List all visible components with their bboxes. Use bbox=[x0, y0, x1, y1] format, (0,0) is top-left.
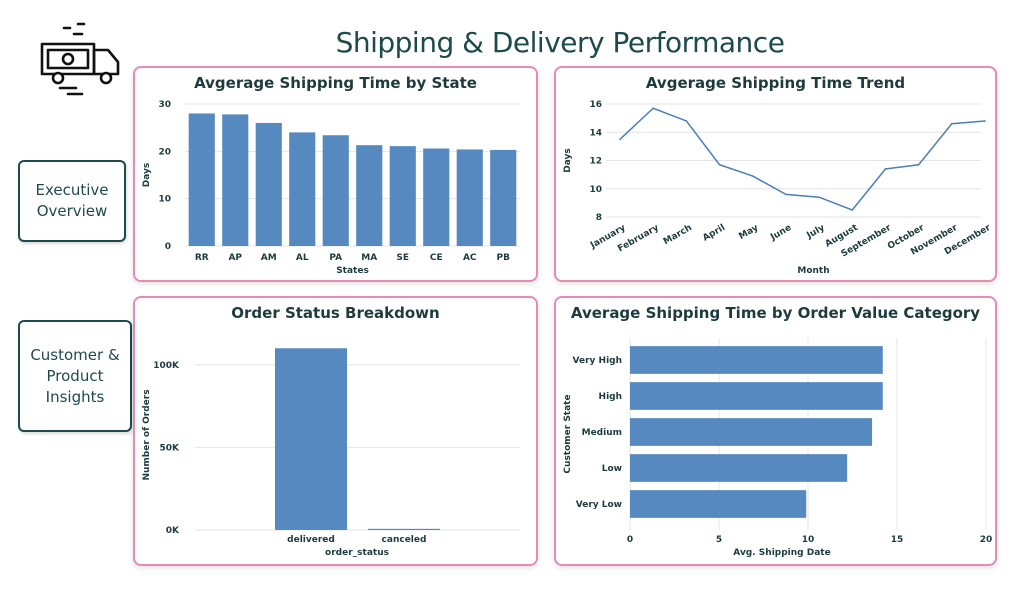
y-tick-label: 0K bbox=[166, 526, 180, 536]
state-chart-title: Avgerage Shipping Time by State bbox=[194, 74, 477, 92]
data-point bbox=[685, 120, 688, 122]
bar bbox=[356, 145, 383, 246]
y-tick-label: Very Low bbox=[576, 500, 622, 510]
status-chart-title: Order Status Breakdown bbox=[231, 304, 440, 322]
data-point bbox=[917, 163, 920, 166]
y-axis-label: Days bbox=[563, 148, 573, 173]
y-tick-label: 10 bbox=[589, 185, 602, 195]
x-tick-label: 10 bbox=[802, 535, 815, 545]
status-bar-chart: 0K 50K 100K delivered canceled order_status Nu… bbox=[142, 348, 520, 558]
x-tick-label: May bbox=[737, 223, 760, 242]
bar bbox=[322, 135, 349, 246]
x-tick-label: canceled bbox=[382, 535, 427, 545]
y-tick-label: High bbox=[599, 392, 622, 402]
bar bbox=[222, 114, 249, 246]
y-tick-label: Low bbox=[602, 464, 622, 474]
x-tick-label: 5 bbox=[716, 535, 722, 545]
x-tick-label: 15 bbox=[891, 535, 904, 545]
data-point bbox=[951, 122, 953, 125]
bar bbox=[456, 149, 483, 246]
x-axis-label: Month bbox=[797, 266, 829, 276]
x-tick-label: 0 bbox=[627, 535, 633, 545]
y-tick-label: 30 bbox=[158, 100, 171, 110]
y-tick-label: 14 bbox=[589, 128, 602, 138]
x-tick-label: April bbox=[701, 223, 727, 244]
x-tick-label: AC bbox=[463, 253, 477, 263]
customer-product-insights-button[interactable]: Customer & Product Insights bbox=[18, 320, 132, 432]
data-point bbox=[818, 196, 820, 199]
y-tick-label: 0 bbox=[165, 242, 171, 252]
y-tick-label: 100K bbox=[153, 361, 180, 371]
y-tick-label: Medium bbox=[582, 428, 622, 438]
bar bbox=[630, 382, 883, 410]
bar bbox=[255, 122, 282, 246]
x-tick-label: June bbox=[768, 223, 793, 243]
x-tick-label: AL bbox=[296, 253, 309, 263]
data-point bbox=[718, 163, 721, 166]
x-tick-label: CE bbox=[430, 253, 443, 263]
bar bbox=[630, 490, 807, 518]
trend-chart-card: Avgerage Shipping Time Trend 8 10 12 14 16 Ja… bbox=[554, 66, 997, 282]
data-point bbox=[884, 168, 887, 170]
bar bbox=[275, 348, 347, 530]
bar bbox=[630, 454, 848, 482]
data-point bbox=[851, 209, 854, 211]
status-chart-card: Order Status Breakdown 0K 50K 100K delivere… bbox=[133, 296, 538, 566]
x-axis-label: Avg. Shipping Date bbox=[733, 548, 830, 558]
executive-overview-label: Executive Overview bbox=[35, 181, 109, 220]
x-tick-label: AM bbox=[261, 253, 277, 263]
trend-chart-title: Avgerage Shipping Time Trend bbox=[645, 74, 906, 92]
bar bbox=[630, 418, 873, 446]
y-axis-label: Customer State bbox=[563, 394, 573, 473]
y-tick-label: Very High bbox=[573, 356, 622, 366]
x-tick-label: RR bbox=[195, 253, 209, 263]
bar bbox=[188, 113, 215, 246]
y-tick-label: 20 bbox=[158, 147, 171, 157]
data-point bbox=[984, 120, 986, 122]
state-chart-card: Avgerage Shipping Time by State 0 10 20 30 R… bbox=[133, 66, 538, 282]
y-axis-label: Number of Orders bbox=[142, 389, 152, 480]
x-tick-label: SE bbox=[396, 253, 409, 263]
x-tick-label: March bbox=[662, 223, 694, 247]
page-title: Shipping & Delivery Performance bbox=[335, 26, 785, 59]
data-point bbox=[785, 193, 787, 196]
customer-product-insights-label: Customer & Product Insights bbox=[30, 345, 120, 406]
x-axis-label: States bbox=[336, 266, 369, 276]
bar bbox=[289, 132, 316, 246]
value-chart-title: Average Shipping Time by Order Value Cat… bbox=[570, 304, 981, 322]
bar bbox=[490, 149, 517, 246]
data-point bbox=[652, 107, 654, 110]
x-tick-label: delivered bbox=[287, 535, 335, 545]
y-tick-label: 16 bbox=[589, 100, 602, 110]
value-hbar-chart: 0 5 10 15 20 Very High High Medium Low Very Low Av… bbox=[563, 338, 993, 558]
value-chart-card: Average Shipping Time by Order Value Cat… bbox=[554, 296, 997, 566]
x-tick-label: July bbox=[805, 223, 827, 242]
x-axis-label: order_status bbox=[325, 548, 389, 558]
x-tick-label: MA bbox=[361, 253, 377, 263]
bar bbox=[630, 346, 883, 374]
state-bar-chart: 0 10 20 30 RR AP AM AL PA MA SE CE AC PB States Days bbox=[142, 100, 520, 276]
x-tick-label: 20 bbox=[980, 535, 993, 545]
x-tick-label: PB bbox=[497, 253, 511, 263]
y-axis-label: Days bbox=[142, 163, 152, 188]
y-tick-label: 10 bbox=[158, 195, 171, 205]
bar bbox=[423, 148, 450, 246]
bar bbox=[389, 146, 416, 246]
y-tick-label: 50K bbox=[160, 443, 181, 453]
bar bbox=[368, 528, 440, 530]
executive-overview-button[interactable]: Executive Overview bbox=[18, 160, 126, 242]
x-tick-label: AP bbox=[228, 253, 242, 263]
x-tick-label: PA bbox=[329, 253, 342, 263]
data-point bbox=[751, 175, 754, 177]
data-point bbox=[619, 138, 621, 141]
trend-line bbox=[619, 107, 986, 211]
y-tick-label: 8 bbox=[596, 213, 602, 223]
y-tick-label: 12 bbox=[589, 157, 602, 167]
delivery-truck-icon bbox=[40, 22, 120, 96]
